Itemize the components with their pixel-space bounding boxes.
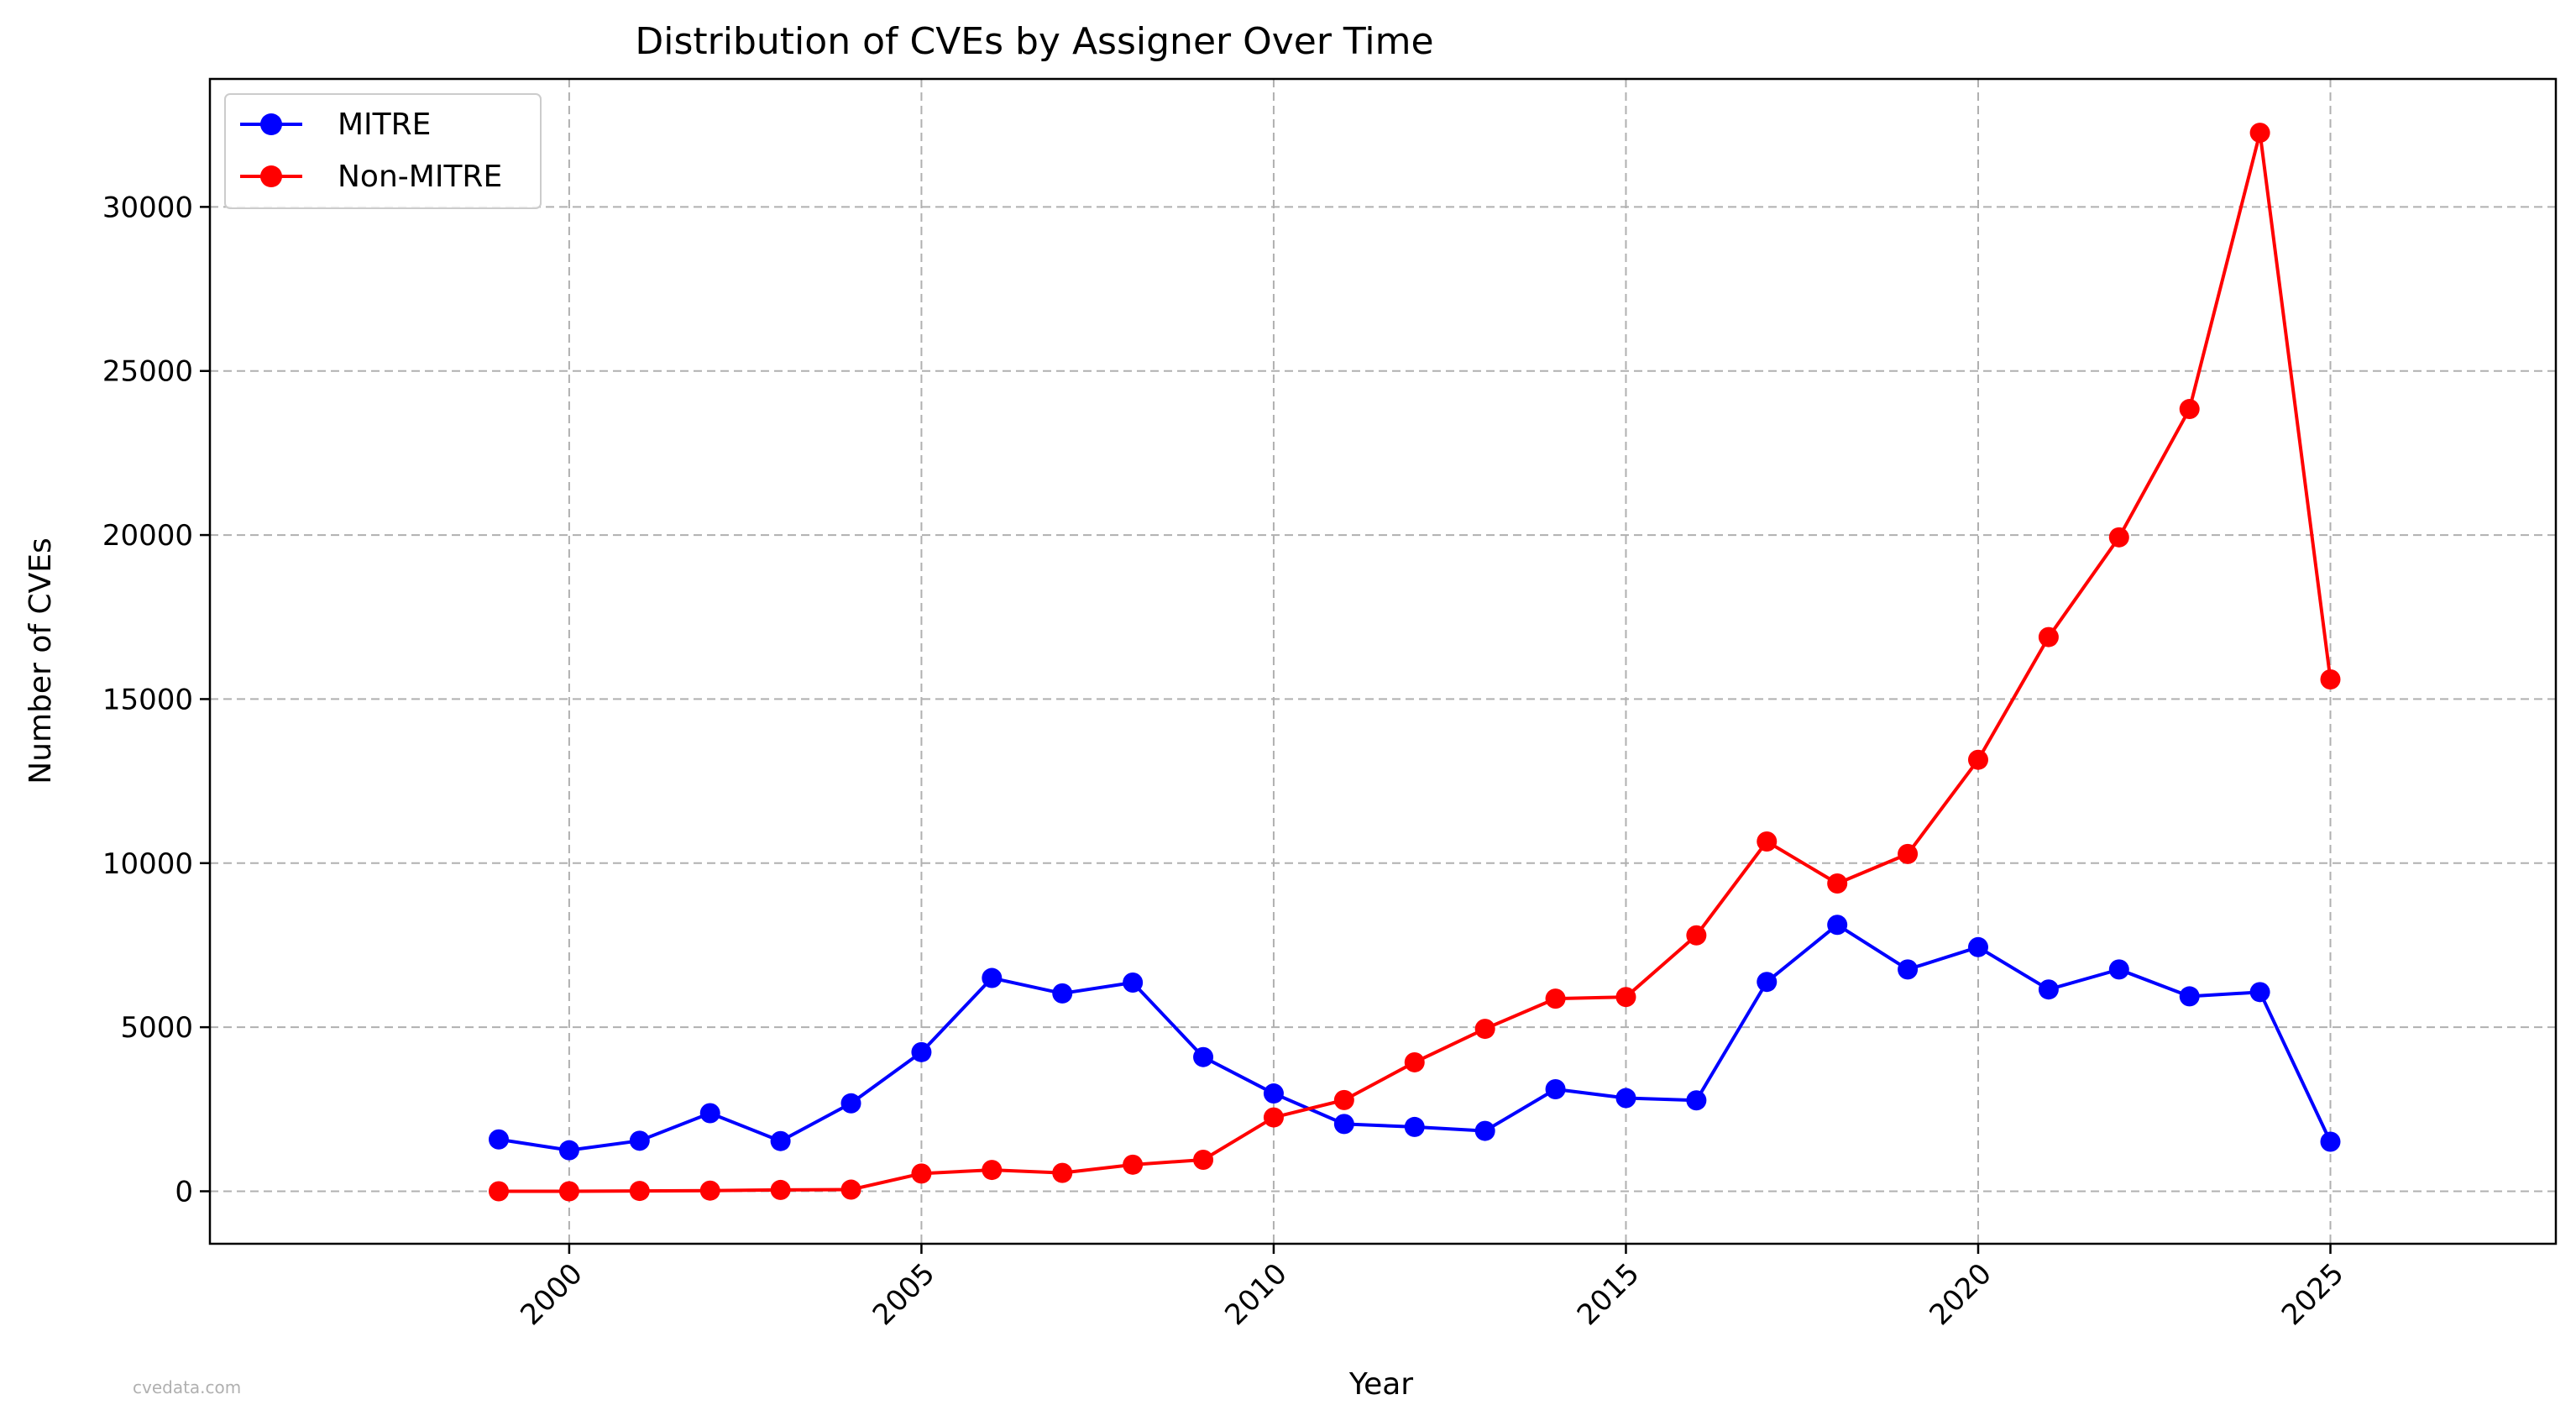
- data-point-mitre-2020: [1967, 936, 1988, 957]
- data-series: [489, 123, 2341, 1202]
- data-point-non-mitre-1999: [489, 1181, 510, 1202]
- y-tick-label: 20000: [102, 519, 193, 553]
- x-tick-label: 2000: [514, 1257, 589, 1332]
- data-point-non-mitre-2016: [1686, 925, 1707, 946]
- data-point-non-mitre-2004: [840, 1179, 861, 1200]
- legend-label-non-mitre: Non-MITRE: [338, 160, 502, 194]
- x-tick-label: 2020: [1923, 1257, 1997, 1332]
- data-point-mitre-2007: [1052, 983, 1073, 1004]
- legend-marker-mitre: [260, 113, 282, 135]
- data-point-mitre-2006: [982, 967, 1003, 988]
- data-point-mitre-2011: [1333, 1114, 1354, 1135]
- axis-ticks: 2000 2005 2010 2015 2020 2025 0 5000 10000 15000 2…: [102, 191, 2351, 1332]
- data-point-non-mitre-2005: [911, 1163, 932, 1184]
- data-point-mitre-2019: [1898, 959, 1919, 980]
- data-point-mitre-2003: [770, 1130, 791, 1151]
- data-point-non-mitre-2017: [1757, 831, 1778, 852]
- data-point-non-mitre-2013: [1474, 1019, 1495, 1040]
- y-axis-label: Number of CVEs: [24, 537, 58, 784]
- data-point-mitre-2002: [699, 1103, 720, 1124]
- legend-marker-non-mitre: [260, 165, 282, 187]
- y-tick-label: 25000: [102, 355, 193, 389]
- data-point-mitre-2013: [1474, 1120, 1495, 1141]
- data-point-non-mitre-2001: [629, 1181, 650, 1202]
- data-point-non-mitre-2000: [558, 1181, 579, 1202]
- data-point-non-mitre-2006: [982, 1160, 1003, 1181]
- y-tick-label: 30000: [102, 191, 193, 224]
- data-point-non-mitre-2019: [1898, 843, 1919, 864]
- data-point-mitre-2016: [1686, 1090, 1707, 1111]
- data-point-mitre-2023: [2179, 986, 2200, 1007]
- chart-title: Distribution of CVEs by Assigner Over Ti…: [635, 20, 1433, 63]
- data-point-mitre-2014: [1545, 1078, 1566, 1099]
- data-point-mitre-2010: [1263, 1083, 1284, 1104]
- data-point-mitre-2001: [629, 1130, 650, 1151]
- data-point-mitre-2022: [2108, 959, 2129, 980]
- data-point-mitre-2025: [2320, 1131, 2341, 1152]
- data-point-non-mitre-2018: [1827, 873, 1848, 894]
- data-point-mitre-2015: [1615, 1088, 1636, 1109]
- data-point-mitre-2021: [2038, 979, 2059, 1000]
- data-point-non-mitre-2025: [2320, 668, 2341, 689]
- y-tick-label: 5000: [120, 1011, 193, 1045]
- data-point-non-mitre-2023: [2179, 399, 2200, 420]
- data-point-mitre-1999: [489, 1129, 510, 1150]
- data-point-non-mitre-2007: [1052, 1162, 1073, 1183]
- data-point-non-mitre-2012: [1404, 1051, 1425, 1072]
- watermark: cvedata.com: [133, 1377, 241, 1397]
- data-point-mitre-2012: [1404, 1116, 1425, 1137]
- data-point-mitre-2004: [840, 1093, 861, 1114]
- data-point-non-mitre-2003: [770, 1179, 791, 1200]
- data-point-non-mitre-2010: [1263, 1107, 1284, 1128]
- legend-box: [224, 93, 542, 209]
- series-line-non-mitre: [499, 131, 2333, 1193]
- data-point-mitre-2005: [911, 1041, 932, 1062]
- y-tick-label: 15000: [102, 683, 193, 716]
- data-point-non-mitre-2015: [1615, 987, 1636, 1008]
- data-point-mitre-2009: [1193, 1046, 1214, 1067]
- data-point-non-mitre-2008: [1123, 1154, 1144, 1175]
- data-point-mitre-2000: [558, 1140, 579, 1161]
- legend: MITRE Non-MITRE: [224, 93, 542, 209]
- data-point-non-mitre-2002: [699, 1180, 720, 1201]
- data-point-non-mitre-2011: [1333, 1089, 1354, 1110]
- data-point-mitre-2008: [1123, 972, 1144, 993]
- y-tick-label: 0: [175, 1175, 193, 1208]
- data-point-mitre-2017: [1757, 972, 1778, 993]
- x-tick-label: 2010: [1218, 1257, 1293, 1332]
- plot-area-frame: [208, 77, 2558, 1245]
- x-tick-label: 2005: [867, 1257, 941, 1332]
- data-point-non-mitre-2020: [1967, 749, 1988, 770]
- x-tick-label: 2025: [2275, 1257, 2350, 1332]
- y-tick-label: 10000: [102, 847, 193, 881]
- x-tick-label: 2015: [1571, 1257, 1646, 1332]
- data-point-mitre-2024: [2249, 982, 2270, 1003]
- series-line-mitre: [498, 923, 2333, 1152]
- x-axis-label: Year: [1348, 1367, 1413, 1402]
- data-point-non-mitre-2021: [2038, 626, 2059, 647]
- grid-lines: [210, 79, 2556, 1244]
- data-point-mitre-2018: [1827, 915, 1848, 936]
- data-point-non-mitre-2014: [1545, 988, 1566, 1009]
- data-point-non-mitre-2022: [2108, 527, 2129, 548]
- data-point-non-mitre-2024: [2249, 123, 2270, 144]
- legend-label-mitre: MITRE: [338, 107, 431, 142]
- data-point-non-mitre-2009: [1193, 1149, 1214, 1170]
